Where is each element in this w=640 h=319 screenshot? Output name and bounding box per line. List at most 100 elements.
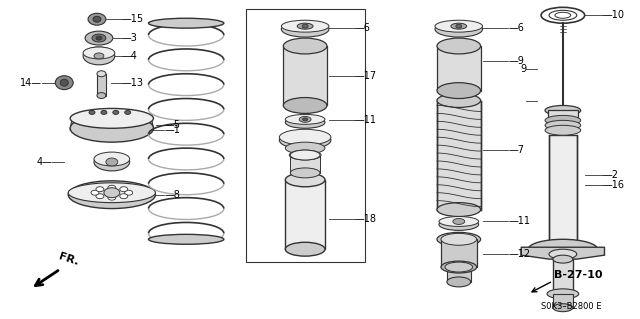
- Ellipse shape: [96, 194, 104, 199]
- Ellipse shape: [106, 158, 118, 166]
- Ellipse shape: [285, 116, 325, 128]
- Ellipse shape: [92, 34, 106, 42]
- Ellipse shape: [291, 150, 320, 160]
- Ellipse shape: [441, 261, 477, 273]
- Ellipse shape: [297, 23, 313, 29]
- Ellipse shape: [101, 110, 107, 115]
- Ellipse shape: [148, 18, 224, 28]
- Bar: [549, 135, 577, 249]
- Bar: [437, 46, 481, 91]
- Text: —11: —11: [508, 217, 531, 226]
- Ellipse shape: [553, 255, 573, 263]
- Ellipse shape: [545, 106, 580, 115]
- Ellipse shape: [303, 118, 308, 121]
- Ellipse shape: [435, 21, 483, 37]
- Text: —17: —17: [355, 71, 377, 81]
- Ellipse shape: [456, 24, 461, 28]
- Ellipse shape: [83, 47, 115, 65]
- Ellipse shape: [451, 23, 467, 29]
- Text: —1: —1: [164, 125, 180, 135]
- Ellipse shape: [285, 242, 325, 256]
- Ellipse shape: [97, 71, 106, 77]
- Text: FR.: FR.: [58, 251, 80, 267]
- Ellipse shape: [60, 79, 68, 86]
- Bar: [548, 110, 578, 130]
- Text: —18: —18: [355, 214, 377, 225]
- Ellipse shape: [91, 190, 99, 195]
- Ellipse shape: [545, 115, 580, 125]
- Bar: [553, 294, 573, 308]
- Ellipse shape: [97, 93, 106, 99]
- Text: 14—: 14—: [20, 78, 42, 88]
- Ellipse shape: [437, 83, 481, 99]
- Ellipse shape: [545, 120, 580, 130]
- Polygon shape: [521, 247, 605, 259]
- Ellipse shape: [93, 16, 101, 22]
- Bar: [285, 180, 325, 249]
- Text: —3: —3: [122, 33, 138, 43]
- Ellipse shape: [439, 219, 479, 230]
- Ellipse shape: [284, 38, 327, 54]
- Ellipse shape: [125, 110, 131, 115]
- Ellipse shape: [441, 234, 477, 245]
- Ellipse shape: [104, 188, 120, 198]
- Ellipse shape: [148, 234, 224, 244]
- Ellipse shape: [284, 98, 327, 114]
- Ellipse shape: [70, 108, 154, 128]
- Text: 4—: 4—: [36, 157, 52, 167]
- Text: 9: 9: [520, 64, 526, 74]
- Ellipse shape: [120, 194, 128, 199]
- Ellipse shape: [282, 21, 329, 37]
- Ellipse shape: [113, 110, 119, 115]
- Ellipse shape: [291, 168, 320, 178]
- Text: —2: —2: [602, 170, 618, 180]
- Ellipse shape: [302, 24, 308, 28]
- Bar: [447, 267, 470, 282]
- Ellipse shape: [528, 239, 598, 259]
- Ellipse shape: [437, 232, 481, 246]
- Bar: [284, 46, 327, 106]
- Text: —8: —8: [164, 190, 180, 200]
- Text: —4: —4: [122, 51, 138, 61]
- Ellipse shape: [108, 195, 116, 200]
- Ellipse shape: [279, 129, 331, 145]
- Bar: [291, 155, 320, 173]
- Bar: [441, 239, 477, 267]
- Ellipse shape: [108, 185, 116, 190]
- Ellipse shape: [282, 20, 329, 32]
- Bar: [97, 74, 106, 96]
- Ellipse shape: [94, 152, 130, 166]
- Ellipse shape: [125, 190, 132, 195]
- Text: B-27-10: B-27-10: [554, 270, 602, 280]
- Ellipse shape: [545, 125, 580, 135]
- Text: —12: —12: [508, 249, 531, 259]
- Ellipse shape: [96, 187, 104, 192]
- Text: —6: —6: [508, 23, 524, 33]
- Ellipse shape: [96, 36, 102, 40]
- Ellipse shape: [447, 277, 470, 287]
- Text: —11: —11: [355, 115, 377, 125]
- Ellipse shape: [120, 187, 128, 192]
- Polygon shape: [70, 118, 154, 130]
- Ellipse shape: [85, 31, 113, 45]
- Ellipse shape: [88, 13, 106, 25]
- Ellipse shape: [299, 116, 311, 122]
- Ellipse shape: [547, 289, 579, 299]
- Ellipse shape: [68, 183, 156, 203]
- Text: —16: —16: [602, 180, 625, 190]
- Bar: [437, 100, 481, 210]
- Text: S0K3–B2800 E: S0K3–B2800 E: [541, 302, 602, 311]
- Ellipse shape: [285, 173, 325, 187]
- Ellipse shape: [555, 12, 571, 18]
- Ellipse shape: [55, 76, 73, 90]
- Ellipse shape: [70, 115, 154, 142]
- Ellipse shape: [94, 53, 104, 59]
- Text: —13: —13: [122, 78, 144, 88]
- Ellipse shape: [94, 153, 130, 171]
- Ellipse shape: [445, 262, 473, 272]
- Bar: [246, 9, 365, 262]
- Text: —7: —7: [508, 145, 524, 155]
- Text: —5: —5: [164, 120, 180, 130]
- Ellipse shape: [285, 115, 325, 124]
- Ellipse shape: [435, 20, 483, 32]
